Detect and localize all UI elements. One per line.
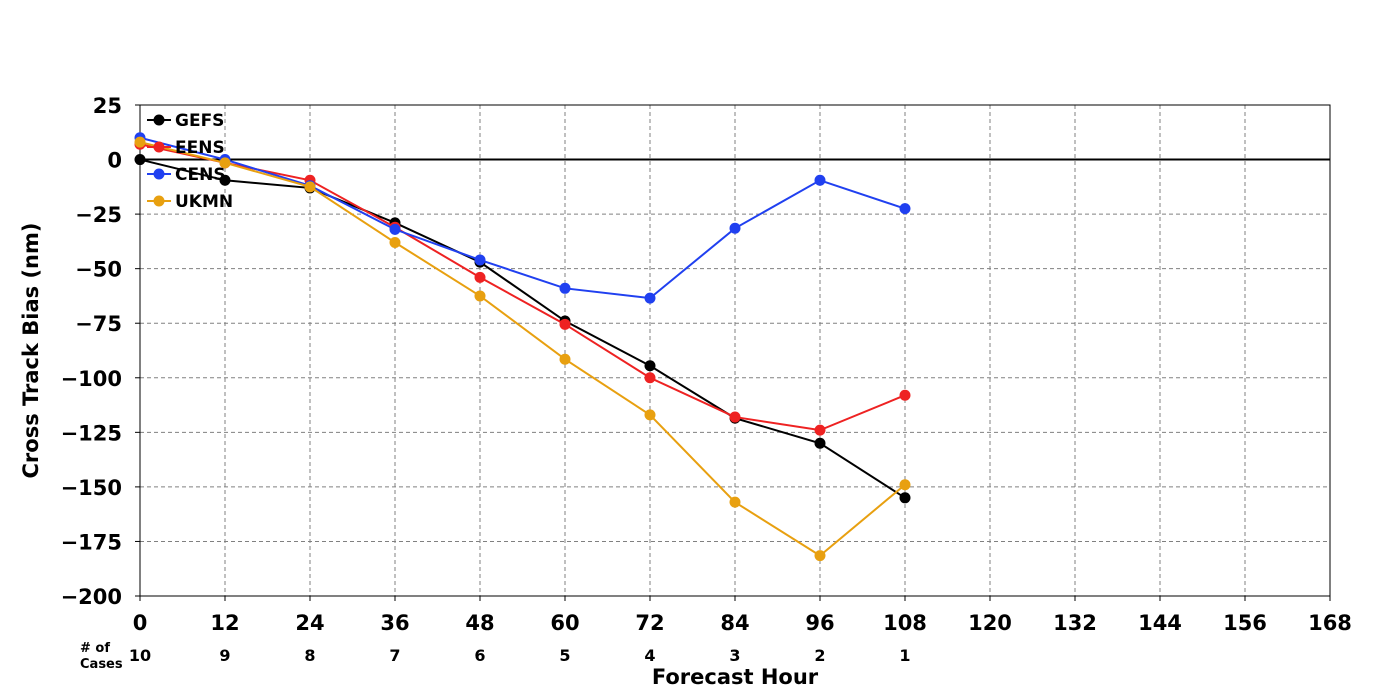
data-point-eens — [729, 411, 741, 423]
y-tick-label: 0 — [107, 149, 122, 173]
data-point-gefs — [644, 360, 656, 372]
data-point-ukmn — [474, 290, 486, 302]
y-tick-label: −75 — [75, 312, 122, 336]
x-tick-label: 72 — [635, 611, 664, 635]
data-point-cens — [389, 223, 401, 235]
case-count-label: 6 — [474, 646, 485, 665]
cases-caption: # of — [80, 641, 110, 656]
case-count-label: 7 — [389, 646, 400, 665]
x-tick-label: 24 — [295, 611, 324, 635]
data-point-eens — [814, 424, 826, 436]
data-point-eens — [474, 271, 486, 283]
x-tick-label: 12 — [210, 611, 239, 635]
legend-label: CENS — [175, 165, 226, 185]
cases-caption: Cases — [80, 657, 123, 672]
x-tick-label: 36 — [380, 611, 409, 635]
x-tick-label: 144 — [1138, 611, 1182, 635]
data-point-gefs — [134, 154, 146, 166]
case-count-label: 10 — [129, 646, 151, 665]
legend-marker — [153, 114, 165, 126]
case-count-label: 4 — [644, 646, 655, 665]
series-ukmn — [134, 136, 911, 562]
y-tick-label: −200 — [61, 585, 122, 609]
axes: 0 12 24 36 48 60 72 84 96 108 120 132 144 156 168250−2… — [61, 94, 1352, 672]
legend-entry-gefs: GEFS — [147, 111, 224, 131]
legend: GEFS EENS CENS UKMN — [147, 111, 233, 212]
y-tick-label: −125 — [61, 421, 122, 445]
data-point-ukmn — [219, 157, 231, 169]
x-tick-label: 48 — [465, 611, 494, 635]
series-layer — [134, 132, 911, 562]
data-point-cens — [559, 282, 571, 294]
data-point-ukmn — [644, 409, 656, 421]
legend-entry-ukmn: UKMN — [147, 192, 233, 212]
y-tick-label: 25 — [93, 94, 122, 118]
data-point-cens — [474, 254, 486, 266]
axis-labels: Cross Track Bias (nm) Forecast Hour — [19, 223, 819, 690]
series-line-cens — [139, 136, 906, 300]
grid — [140, 105, 1330, 596]
series-line-eens — [139, 143, 906, 432]
x-tick-label: 132 — [1053, 611, 1097, 635]
data-point-ukmn — [559, 353, 571, 365]
x-tick-label: 84 — [720, 611, 749, 635]
data-point-gefs — [219, 174, 231, 186]
case-count-label: 9 — [219, 646, 230, 665]
data-point-gefs — [814, 437, 826, 449]
legend-marker — [153, 141, 165, 153]
case-count-label: 2 — [814, 646, 825, 665]
y-tick-label: −150 — [61, 476, 122, 500]
legend-entry-eens: EENS — [147, 138, 225, 158]
y-tick-label: −100 — [61, 367, 122, 391]
data-point-eens — [899, 389, 911, 401]
legend-label: EENS — [175, 138, 225, 158]
data-point-cens — [729, 222, 741, 234]
data-point-cens — [899, 203, 911, 215]
legend-label: UKMN — [175, 192, 233, 212]
x-tick-label: 120 — [968, 611, 1012, 635]
legend-entry-cens: CENS — [147, 165, 226, 185]
case-count-label: 5 — [559, 646, 570, 665]
x-tick-label: 168 — [1308, 611, 1352, 635]
data-point-cens — [814, 174, 826, 186]
case-count-label: 1 — [899, 646, 910, 665]
x-tick-label: 0 — [133, 611, 148, 635]
data-point-ukmn — [134, 136, 146, 148]
series-line-gefs — [139, 158, 906, 499]
data-point-ukmn — [899, 479, 911, 491]
data-point-gefs — [899, 492, 911, 504]
legend-label: GEFS — [175, 111, 224, 131]
case-count-label: 8 — [304, 646, 315, 665]
y-axis-title: Cross Track Bias (nm) — [19, 223, 43, 479]
data-point-ukmn — [304, 181, 316, 193]
x-axis-title: Forecast Hour — [652, 665, 819, 689]
case-count-label: 3 — [729, 646, 740, 665]
y-tick-label: −25 — [75, 203, 122, 227]
legend-marker — [153, 195, 165, 207]
data-point-ukmn — [814, 550, 826, 562]
x-tick-label: 96 — [805, 611, 834, 635]
data-point-cens — [644, 292, 656, 304]
y-tick-label: −50 — [75, 258, 122, 282]
x-tick-label: 60 — [550, 611, 579, 635]
series-cens — [134, 132, 911, 304]
x-tick-label: 108 — [883, 611, 927, 635]
y-tick-label: −175 — [61, 530, 122, 554]
data-point-eens — [644, 372, 656, 384]
legend-marker — [153, 168, 165, 180]
series-line-ukmn — [139, 141, 906, 557]
data-point-ukmn — [729, 496, 741, 508]
x-tick-label: 156 — [1223, 611, 1267, 635]
data-point-eens — [559, 318, 571, 330]
data-point-ukmn — [389, 236, 401, 248]
